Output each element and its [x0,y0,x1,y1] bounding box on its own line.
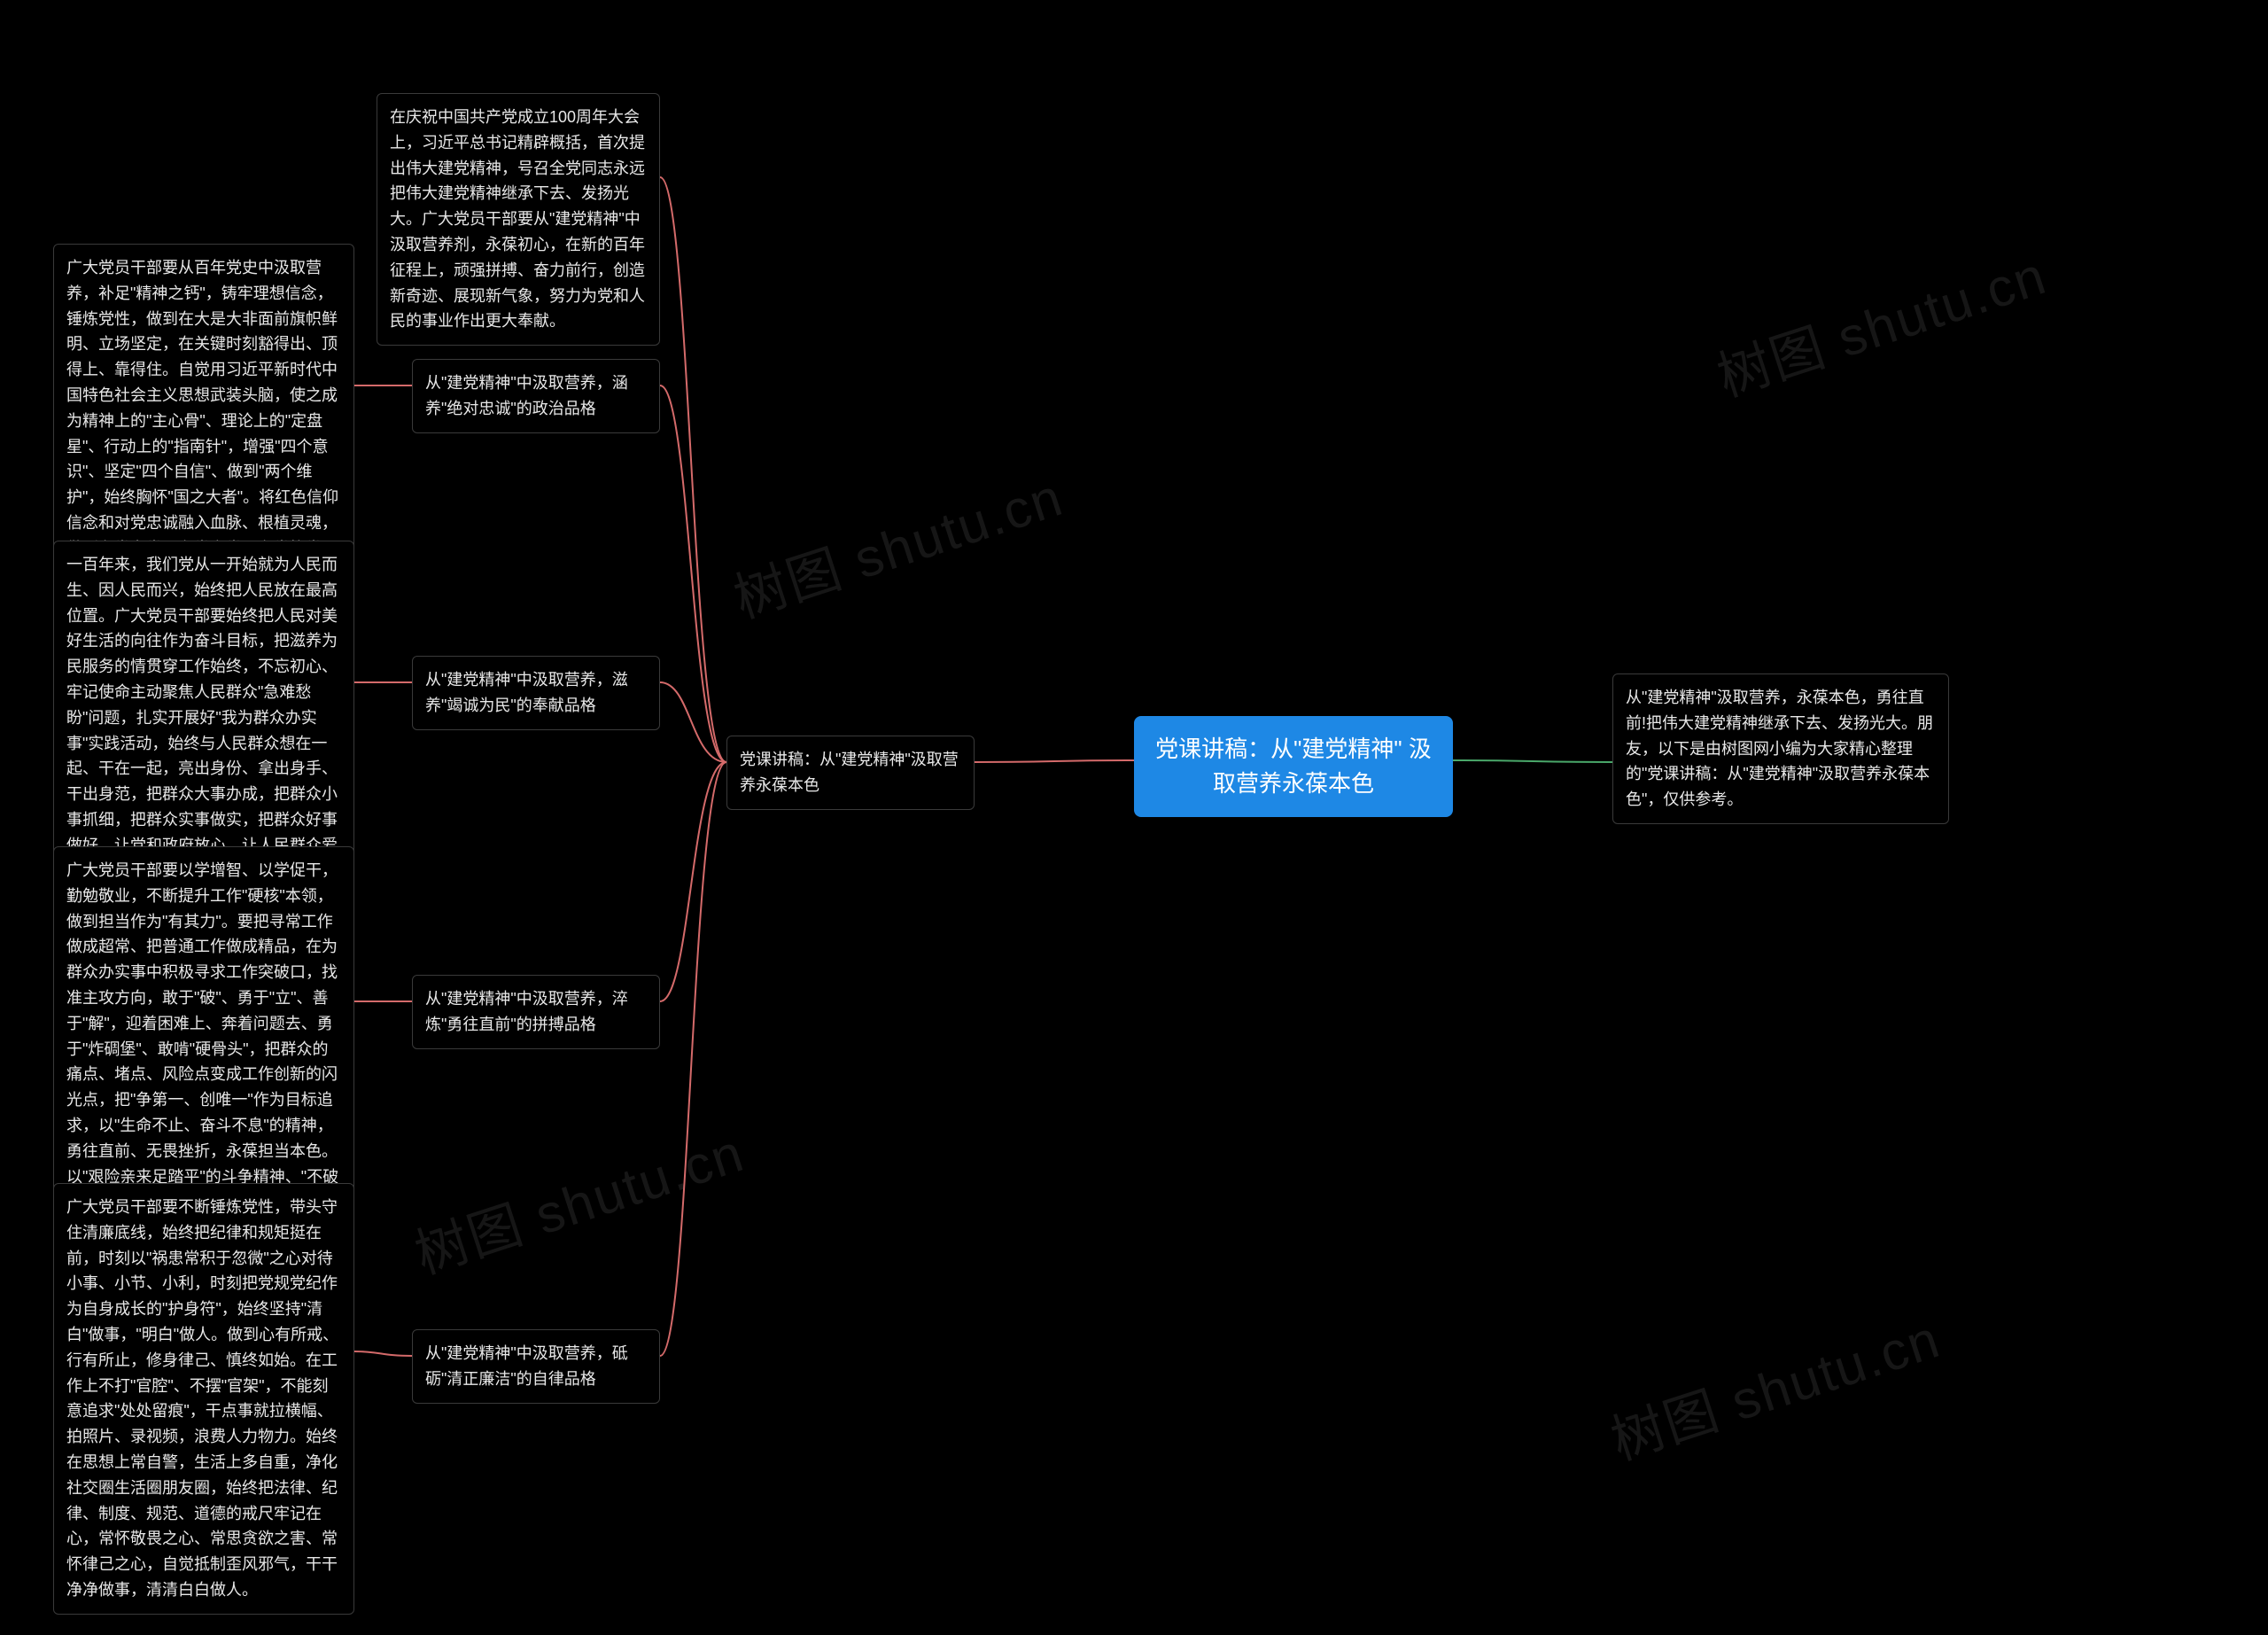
watermark: 树图 shutu.cn [723,455,1072,634]
connector [660,762,726,1001]
watermark: 树图 shutu.cn [404,1110,753,1289]
topic-striving[interactable]: 从"建党精神"中汲取营养，淬炼"勇往直前"的拼搏品格 [412,975,660,1049]
watermark: 树图 shutu.cn [1600,1296,1949,1475]
mindmap-canvas: 树图 shutu.cn 树图 shutu.cn 树图 shutu.cn 树图 s… [0,0,2268,1635]
topic-integrity[interactable]: 从"建党精神"中汲取营养，砥砺"清正廉洁"的自律品格 [412,1329,660,1404]
summary-node[interactable]: 从"建党精神"汲取营养，永葆本色，勇往直前!把伟大建党精神继承下去、发扬光大。朋… [1612,673,1949,824]
connector [1453,760,1612,762]
topic-intro[interactable]: 在庆祝中国共产党成立100周年大会上，习近平总书记精辟概括，首次提出伟大建党精神… [377,93,660,346]
watermark: 树图 shutu.cn [1706,233,2055,412]
connector [354,1351,412,1356]
root-node[interactable]: 党课讲稿：从"建党精神" 汲取营养永葆本色 [1134,716,1453,817]
connector [660,762,726,1356]
detail-integrity[interactable]: 广大党员干部要不断锤炼党性，带头守住清廉底线，始终把纪律和规矩挺在前，时刻以"祸… [53,1183,354,1615]
topic-dedication[interactable]: 从"建党精神"中汲取营养，滋养"竭诚为民"的奉献品格 [412,656,660,730]
connector [660,682,726,762]
topic-loyalty[interactable]: 从"建党精神"中汲取营养，涵养"绝对忠诚"的政治品格 [412,359,660,433]
topic-main[interactable]: 党课讲稿：从"建党精神"汲取营养永葆本色 [726,736,975,810]
connector [660,177,726,762]
connector [660,385,726,762]
connector [975,760,1134,762]
